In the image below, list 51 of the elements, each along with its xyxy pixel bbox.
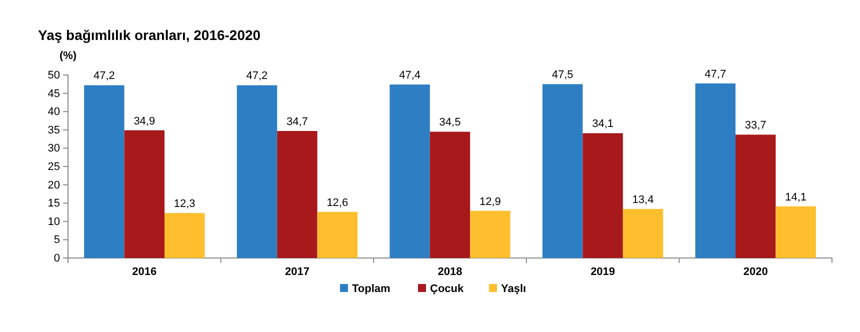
data-label: 14,1 xyxy=(785,191,807,204)
y-tick-label: 50 xyxy=(48,70,60,82)
x-tick-label: 2016 xyxy=(132,266,157,278)
bar xyxy=(317,212,358,258)
data-label: 47,2 xyxy=(246,70,268,82)
bar xyxy=(582,133,623,258)
data-label: 13,4 xyxy=(632,194,654,206)
data-label: 47,7 xyxy=(704,68,726,80)
bar xyxy=(695,83,736,258)
bar xyxy=(735,134,776,258)
legend-label: Yaşlı xyxy=(501,283,526,295)
legend-label: Çocuk xyxy=(430,283,464,295)
data-label: 12,3 xyxy=(174,198,196,210)
bar xyxy=(164,212,205,258)
y-tick-label: 15 xyxy=(48,198,60,210)
x-tick-label: 2017 xyxy=(284,266,310,278)
data-label: 34,9 xyxy=(134,115,156,128)
y-tick-label: 0 xyxy=(54,252,60,265)
bar xyxy=(236,85,278,258)
data-label: 47,4 xyxy=(399,70,420,82)
bar xyxy=(277,131,318,258)
legend-label: Toplam xyxy=(352,283,391,295)
y-tick-label: 45 xyxy=(48,88,60,100)
data-label: 34,7 xyxy=(286,116,308,128)
y-tick-label: 40 xyxy=(48,106,60,118)
bar xyxy=(470,210,510,258)
data-label: 47,5 xyxy=(552,69,574,82)
data-label: 12,9 xyxy=(480,196,501,208)
y-tick-label: 25 xyxy=(48,161,60,174)
y-tick-label: 10 xyxy=(48,216,60,228)
bar xyxy=(390,84,430,258)
chart-title: Yaş bağımlılık oranları, 2016-2020 xyxy=(38,27,261,43)
y-tick-label: 30 xyxy=(48,142,60,155)
bar xyxy=(84,85,124,258)
data-label: 34,1 xyxy=(592,118,614,130)
y-axis-title: (%) xyxy=(59,50,77,62)
bar xyxy=(776,206,816,258)
y-tick-label: 35 xyxy=(48,124,60,136)
data-label: 47,2 xyxy=(93,70,115,82)
y-tick-label: 20 xyxy=(48,179,60,192)
x-tick-label: 2020 xyxy=(743,266,768,278)
bar xyxy=(622,208,664,258)
data-label: 34,5 xyxy=(439,116,461,129)
bar xyxy=(124,130,165,258)
y-tick-label: 5 xyxy=(54,234,60,246)
x-tick-label: 2018 xyxy=(438,266,462,278)
x-tick-label: 2019 xyxy=(590,266,616,278)
bar xyxy=(430,132,470,258)
data-label: 33,7 xyxy=(744,120,766,132)
bar xyxy=(542,84,583,258)
data-label: 12,6 xyxy=(326,196,348,209)
